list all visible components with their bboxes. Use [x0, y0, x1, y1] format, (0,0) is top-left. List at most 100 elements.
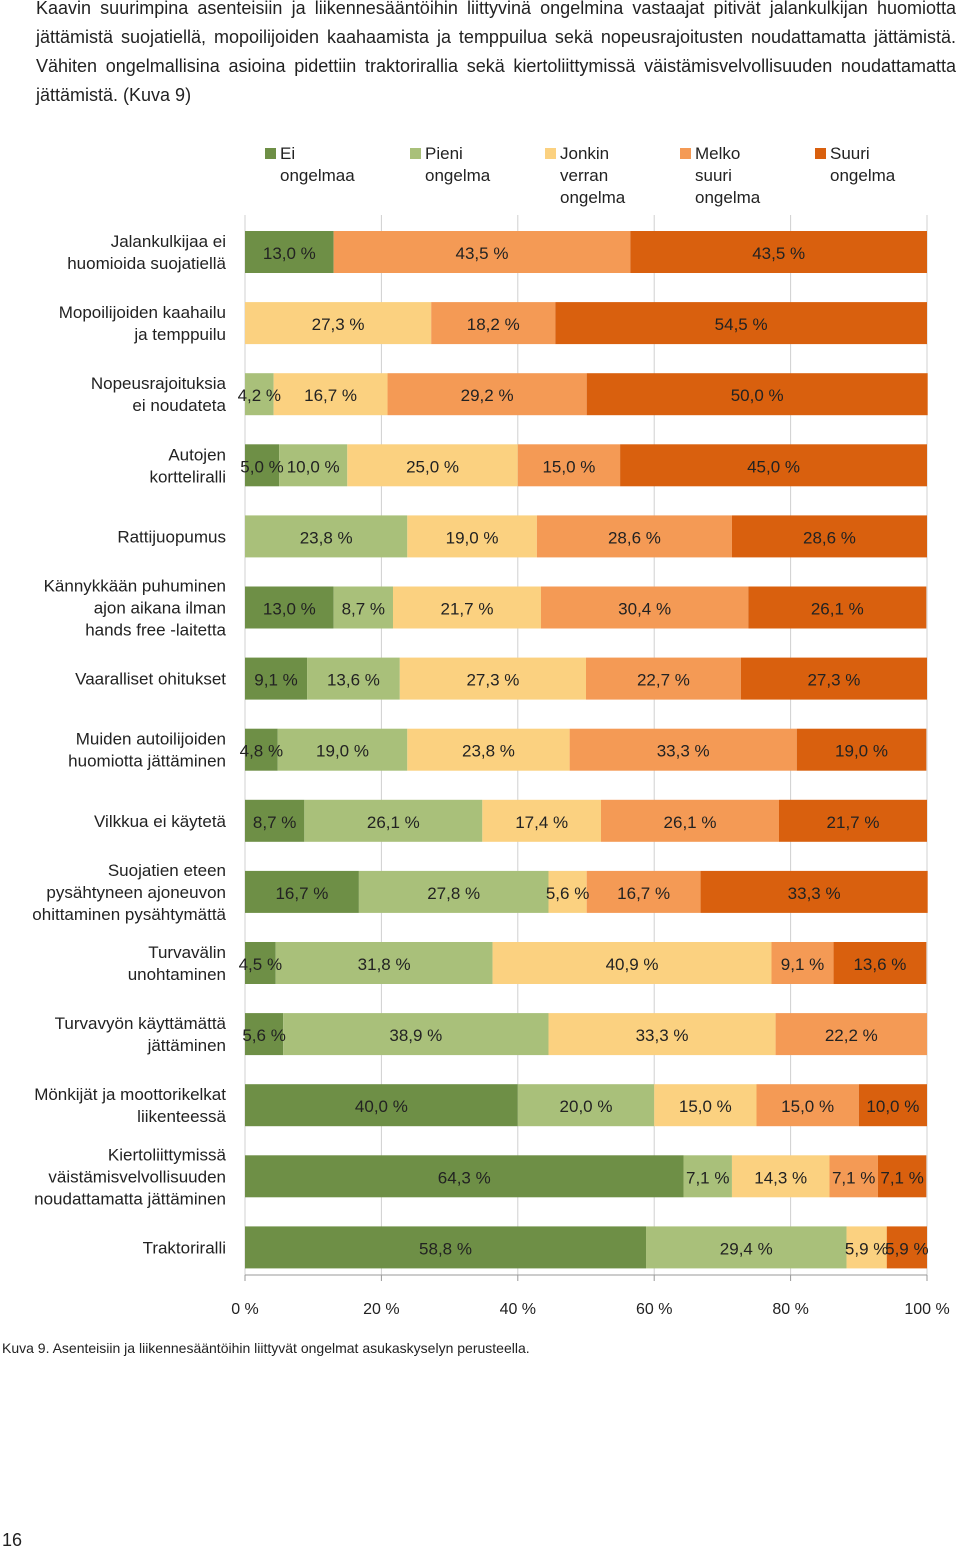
data-label: 7,1 %: [686, 1168, 729, 1187]
category-label: hands free -laitetta: [85, 621, 226, 640]
bar-segment: [683, 1155, 732, 1198]
data-label: 27,3 %: [312, 315, 365, 334]
bar-segment: [555, 302, 927, 345]
bar-segment: [731, 1155, 830, 1198]
category-label: liikenteessä: [137, 1107, 226, 1126]
category-label: Jalankulkijaa ei: [111, 232, 226, 251]
bar-segment: [858, 1084, 927, 1127]
data-label: 21,7 %: [441, 600, 494, 619]
data-label: 29,2 %: [461, 386, 514, 405]
data-label: 19,0 %: [446, 528, 499, 547]
data-label: 20,0 %: [560, 1097, 613, 1116]
category-label: unohtaminen: [128, 965, 226, 984]
data-label: 7,1 %: [880, 1168, 923, 1187]
bar-segment: [775, 1013, 927, 1056]
data-label: 15,0 %: [542, 457, 595, 476]
bar-segment: [407, 728, 570, 771]
bar-segment: [304, 799, 483, 842]
data-label: 31,8 %: [358, 955, 411, 974]
bar-segment: [358, 870, 549, 913]
bar-segment: [540, 586, 749, 629]
data-label: 40,0 %: [355, 1097, 408, 1116]
legend-label: ongelma: [695, 188, 761, 207]
bar-segment: [630, 231, 927, 273]
bar-segment: [771, 942, 834, 984]
category-label: ei noudateta: [132, 396, 226, 415]
bar-segment: [586, 657, 741, 700]
data-label: 33,3 %: [657, 742, 710, 761]
data-label: 15,0 %: [781, 1097, 834, 1116]
data-label: 18,2 %: [467, 315, 520, 334]
category-label: ohittaminen pysähtymättä: [32, 905, 226, 924]
bar-segment: [620, 444, 927, 487]
data-label: 27,3 %: [466, 671, 519, 690]
category-label: noudattamatta jättäminen: [34, 1189, 226, 1208]
bar-segment: [586, 373, 928, 416]
category-label: pysähtyneen ajoneuvon: [46, 883, 226, 902]
bar-segment: [245, 231, 334, 273]
data-label: 5,0 %: [240, 457, 283, 476]
legend-label: verran: [560, 166, 608, 185]
data-label: 13,0 %: [263, 244, 316, 263]
data-label: 4,2 %: [238, 386, 281, 405]
data-label: 33,3 %: [636, 1026, 689, 1045]
legend-label: Pieni: [425, 144, 463, 163]
page-number: 16: [2, 1530, 23, 1550]
data-label: 16,7 %: [275, 884, 328, 903]
category-label: Mopoilijoiden kaahailu: [59, 303, 226, 322]
category-label: Vaaralliset ohitukset: [75, 670, 226, 689]
data-label: 13,6 %: [853, 955, 906, 974]
x-tick-label: 60 %: [636, 1301, 672, 1318]
category-label: huomioida suojatiellä: [67, 254, 226, 273]
bar-segment: [517, 444, 621, 487]
legend-label: suuri: [695, 166, 732, 185]
data-label: 19,0 %: [835, 742, 888, 761]
bar-segment: [877, 1155, 927, 1198]
legend-label: Ei: [280, 144, 295, 163]
data-label: 64,3 %: [438, 1168, 491, 1187]
data-label: 45,0 %: [747, 457, 800, 476]
legend-label: Melko: [695, 144, 740, 163]
data-label: 17,4 %: [515, 813, 568, 832]
bar-segment: [829, 1155, 878, 1198]
category-label: jättäminen: [147, 1036, 226, 1055]
legend-label: Suuri: [830, 144, 870, 163]
data-label: 38,9 %: [389, 1026, 442, 1045]
bar-segment: [245, 1226, 647, 1269]
legend-swatch: [545, 148, 556, 159]
data-label: 19,0 %: [316, 742, 369, 761]
data-label: 58,8 %: [419, 1239, 472, 1258]
data-label: 40,9 %: [606, 955, 659, 974]
category-label: ajon aikana ilman: [94, 599, 226, 618]
bar-segment: [333, 231, 631, 273]
bar-segment: [833, 942, 927, 984]
x-tick-label: 40 %: [500, 1301, 536, 1318]
data-label: 33,3 %: [788, 884, 841, 903]
legend-label: ongelma: [560, 188, 626, 207]
bar-segment: [548, 1013, 776, 1056]
bar-segment: [431, 302, 556, 345]
bar-segment: [492, 942, 772, 984]
figure-caption: Kuva 9. Asenteisiin ja liikennesääntöihi…: [2, 1340, 530, 1356]
data-label: 50,0 %: [731, 386, 784, 405]
category-label: Autojen: [168, 445, 226, 464]
bar-segment: [700, 870, 928, 913]
category-label: Rattijuopumus: [117, 527, 226, 546]
stacked-bar-chart: 0 % 20 % 40 % 60 % 80 % 100 % Ei ongelmaa Pieni o…: [32, 144, 949, 1318]
data-label: 26,1 %: [811, 600, 864, 619]
bar-segment: [740, 657, 927, 700]
bar-segment: [245, 302, 432, 345]
data-label: 5,9 %: [885, 1239, 928, 1258]
data-label: 8,7 %: [253, 813, 296, 832]
bar-segment: [283, 1013, 549, 1056]
data-label: 4,8 %: [240, 742, 283, 761]
data-label: 14,3 %: [754, 1168, 807, 1187]
data-label: 13,6 %: [327, 671, 380, 690]
category-label: ja temppuilu: [133, 325, 226, 344]
category-label: Suojatien eteen: [108, 861, 226, 880]
bar-segment: [245, 1155, 684, 1198]
bar-segment: [307, 657, 400, 700]
bar-segment: [245, 728, 278, 771]
data-label: 9,1 %: [781, 955, 824, 974]
data-label: 4,5 %: [239, 955, 282, 974]
